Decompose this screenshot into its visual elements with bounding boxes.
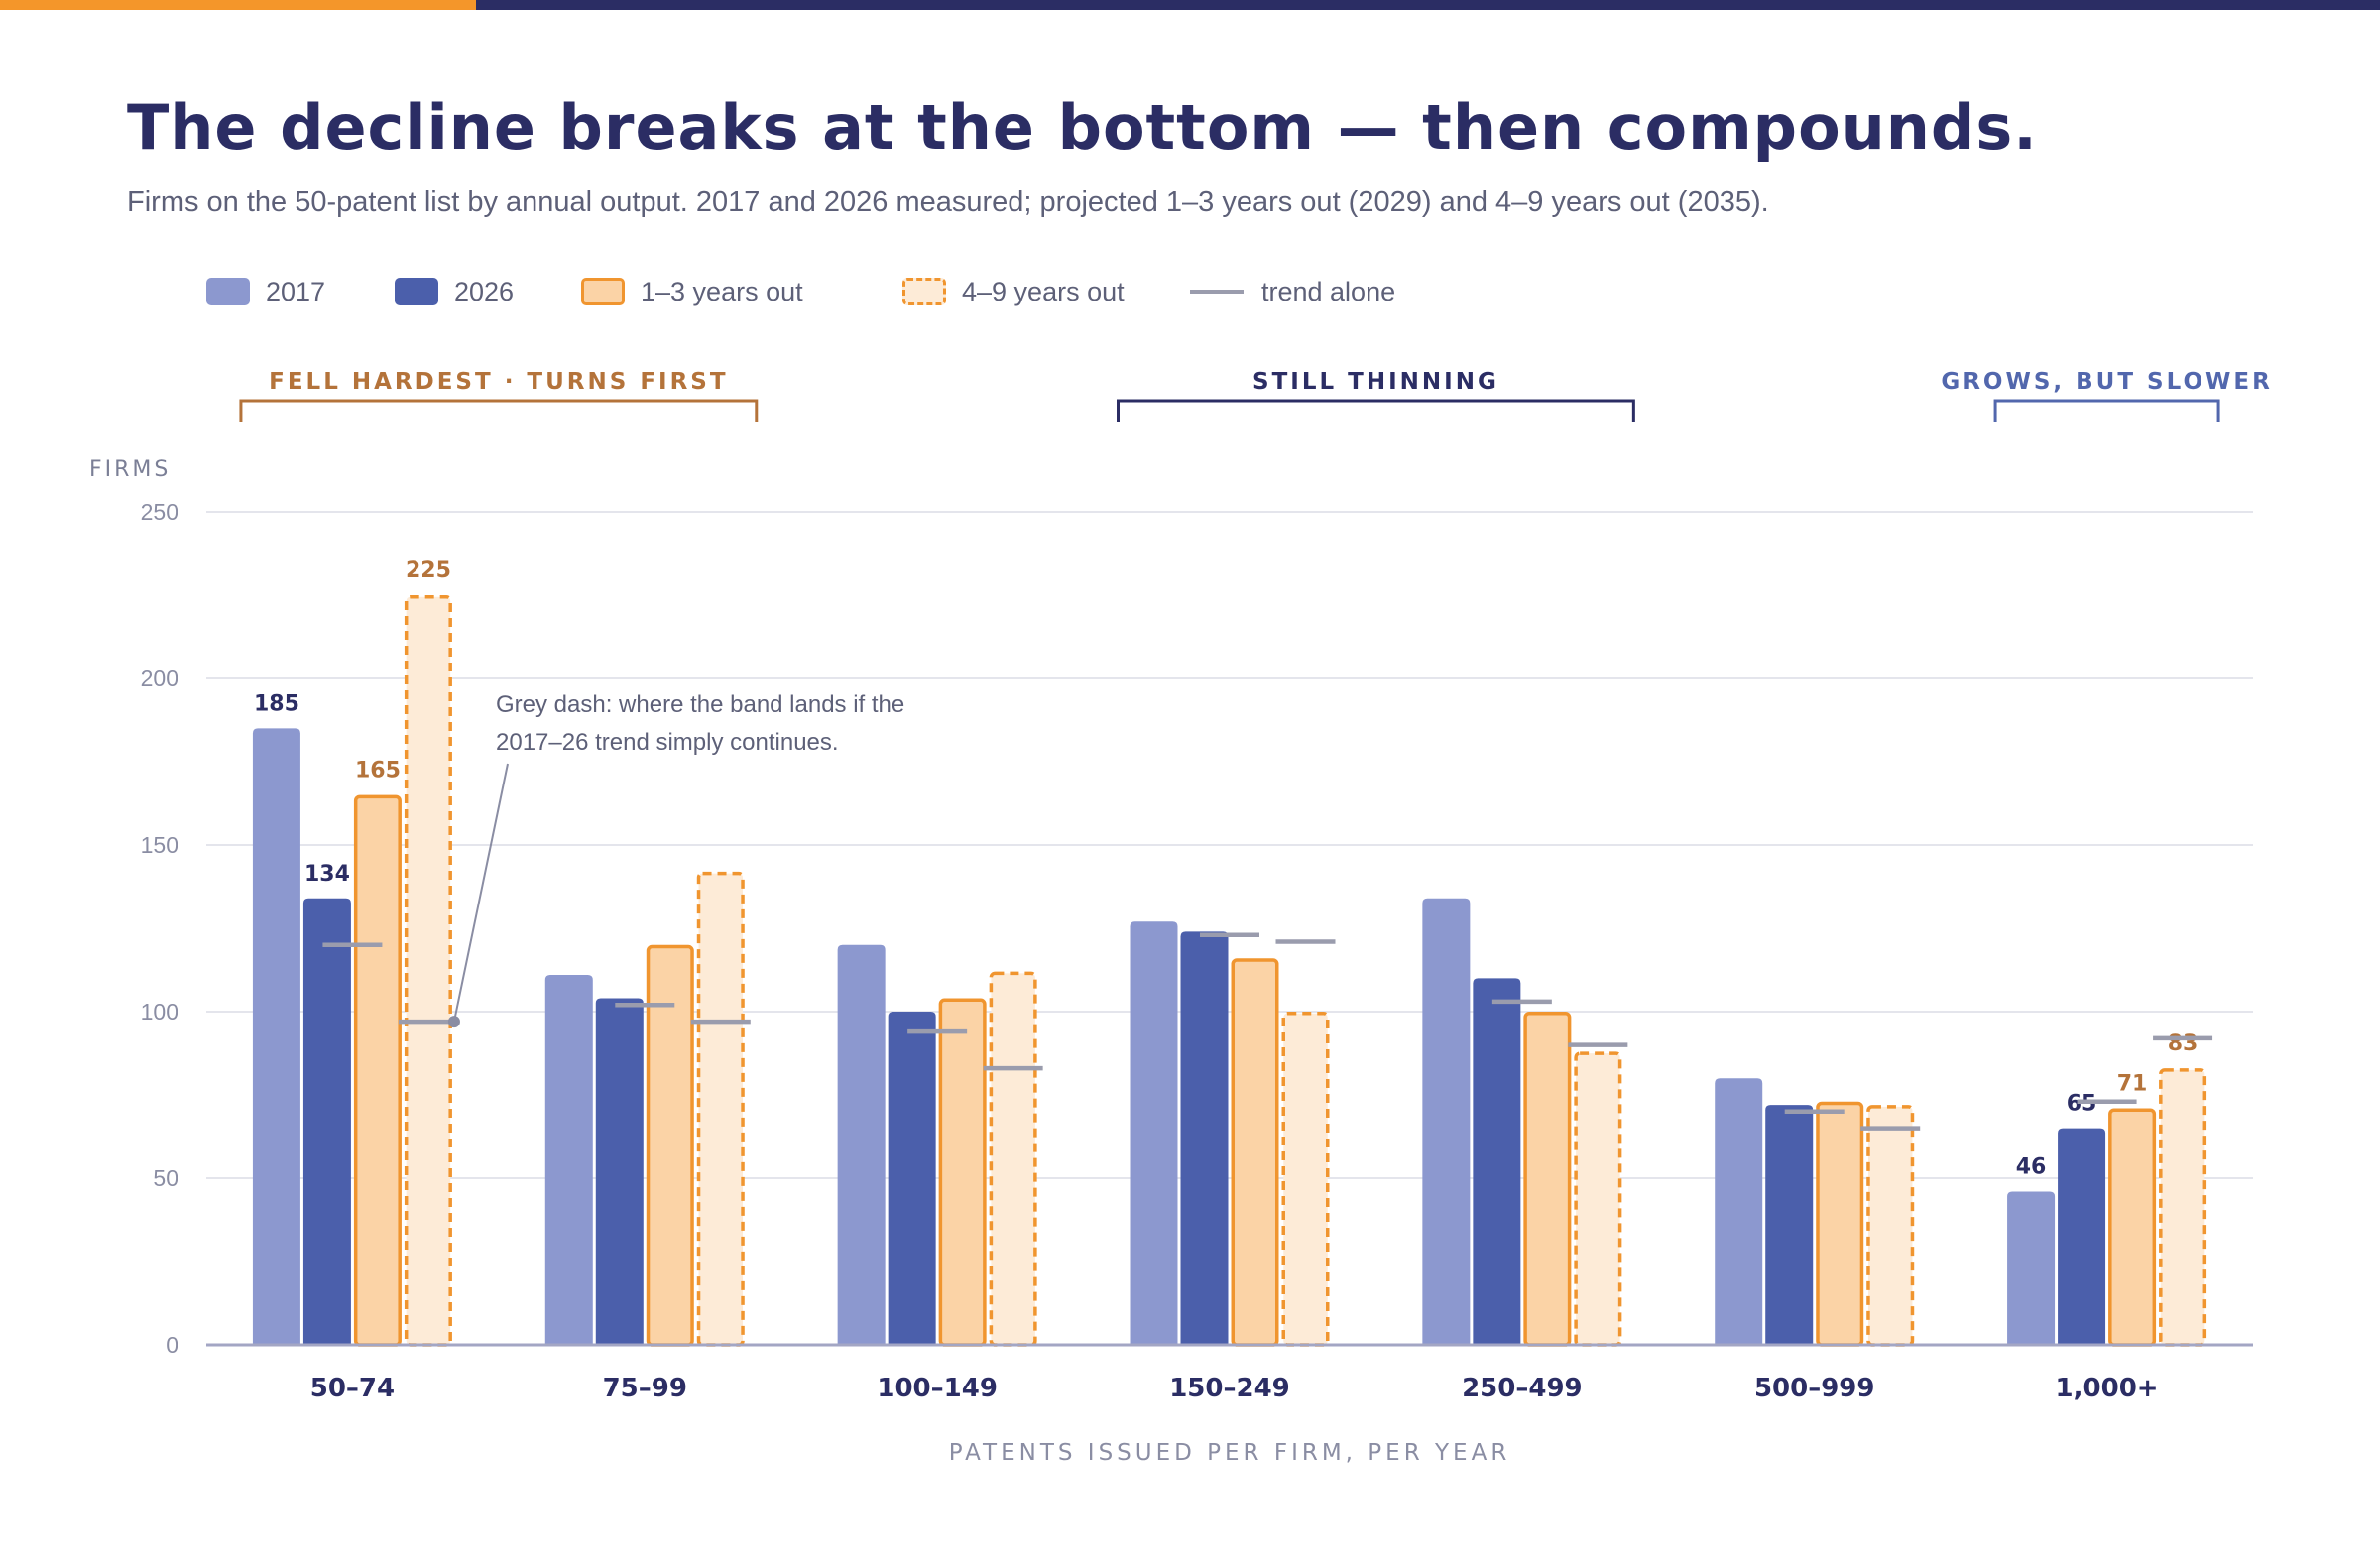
- annotation: Grey dash: where the band lands if the 20…: [447, 691, 904, 1028]
- y-tick-label: 250: [141, 499, 178, 525]
- chart-title: The decline breaks at the bottom — then …: [127, 91, 2038, 164]
- legend-label-2026: 2026: [454, 276, 515, 306]
- group-bracket-label: STILL THINNING: [1252, 369, 1499, 395]
- bar-far: [696, 871, 745, 1347]
- bar-2026: [1180, 931, 1229, 1345]
- bar-2026: [1765, 1105, 1814, 1345]
- bar-2017: [1130, 921, 1178, 1345]
- y-tick-label: 100: [141, 999, 178, 1025]
- x-tick-label: 1,000+: [2056, 1374, 2159, 1403]
- bar-near: [2108, 1108, 2157, 1347]
- legend-item-trend: trend alone: [1190, 274, 1395, 309]
- bar-2017: [544, 975, 593, 1345]
- legend-swatch-near: [581, 278, 625, 305]
- annotation-leader-dot: [447, 1016, 460, 1028]
- group-bracket-label: GROWS, BUT SLOWER: [1941, 369, 2272, 395]
- bar-far: [1866, 1105, 1915, 1347]
- annotation-text-line-2: 2017–26 trend simply continues.: [496, 729, 839, 756]
- group-brackets: FELL HARDEST · TURNS FIRST STILL THINNING…: [239, 369, 2272, 422]
- chart-subtitle: Firms on the 50-patent list by annual ou…: [127, 186, 1769, 218]
- bars: 185 134 165 225 46 65 71 83: [252, 558, 2207, 1347]
- bar-2026: [595, 998, 644, 1345]
- group-bracket-line: [1117, 399, 1635, 422]
- y-tick-label: 150: [141, 832, 178, 858]
- y-axis-label: FIRMS: [89, 457, 171, 482]
- legend-label-near: 1–3 years out: [641, 276, 803, 306]
- bar-far: [989, 971, 1037, 1347]
- x-tick-label: 500–999: [1754, 1374, 1875, 1403]
- bar-near: [1231, 958, 1279, 1347]
- legend-label-trend: trend alone: [1261, 276, 1396, 306]
- x-tick-label: 75–99: [603, 1374, 687, 1403]
- x-tick-label: 100–149: [877, 1374, 998, 1403]
- trend-dashes: [322, 932, 2213, 1131]
- bar-far: [404, 595, 452, 1347]
- data-label: 65: [2067, 1092, 2097, 1117]
- x-axis-label: PATENTS ISSUED PER FIRM, PER YEAR: [949, 1440, 1511, 1466]
- bar-2017: [1422, 898, 1471, 1345]
- group-bracket-line: [1993, 399, 2220, 422]
- group-bracket-label: FELL HARDEST · TURNS FIRST: [269, 369, 728, 395]
- axes: 0 50 100 150 200 250 FIRMS PATENTS ISSUED PER F…: [89, 457, 2253, 1466]
- data-label: 165: [355, 759, 401, 784]
- legend-label-far: 4–9 years out: [962, 276, 1125, 306]
- data-label: 83: [2168, 1031, 2199, 1056]
- legend-item-far: 4–9 years out: [902, 274, 1125, 309]
- legend-swatch-2017: [206, 278, 250, 305]
- bar-2017: [1715, 1078, 1763, 1345]
- annotation-leader-line: [452, 763, 509, 1023]
- legend-item-2026: 2026: [395, 274, 514, 309]
- y-tick-label: 50: [153, 1165, 178, 1191]
- x-tick-label: 250–499: [1462, 1374, 1583, 1403]
- bar-2017: [837, 944, 886, 1345]
- legend-swatch-2026: [395, 278, 438, 305]
- y-tick-label: 200: [141, 665, 178, 691]
- legend-item-near: 1–3 years out: [581, 274, 803, 309]
- legend-item-2017: 2017: [206, 274, 325, 309]
- bar-near: [1816, 1101, 1864, 1347]
- x-tick-label: 50–74: [310, 1374, 395, 1403]
- data-label: 134: [304, 862, 350, 887]
- bar-near: [353, 794, 402, 1347]
- bar-2026: [1473, 978, 1521, 1345]
- bar-2026: [2058, 1128, 2106, 1345]
- group-bracket-line: [239, 399, 759, 422]
- top-accent-bar: [0, 0, 2380, 10]
- bar-far: [2159, 1068, 2207, 1347]
- annotation-text-line-1: Grey dash: where the band lands if the: [496, 691, 904, 718]
- data-label: 225: [406, 558, 451, 583]
- bar-near: [938, 998, 987, 1347]
- x-tick-label: 150–249: [1169, 1374, 1290, 1403]
- data-label: 185: [254, 691, 299, 716]
- bar-far: [1281, 1012, 1330, 1347]
- bar-2026: [888, 1012, 936, 1345]
- legend-label-2017: 2017: [266, 276, 326, 306]
- bar-2017: [2007, 1191, 2056, 1345]
- legend-swatch-far: [902, 278, 946, 305]
- bar-2017: [252, 728, 300, 1345]
- gridlines: [206, 511, 2253, 1179]
- bar-far: [1574, 1051, 1622, 1347]
- data-label: 71: [2117, 1071, 2148, 1096]
- bar-near: [1523, 1012, 1572, 1347]
- bar-2026: [302, 898, 351, 1345]
- legend-swatch-trend: [1190, 290, 1244, 294]
- y-tick-label: 0: [166, 1332, 178, 1358]
- data-label: 46: [2016, 1154, 2047, 1179]
- top-accent-orange-segment: [0, 0, 476, 10]
